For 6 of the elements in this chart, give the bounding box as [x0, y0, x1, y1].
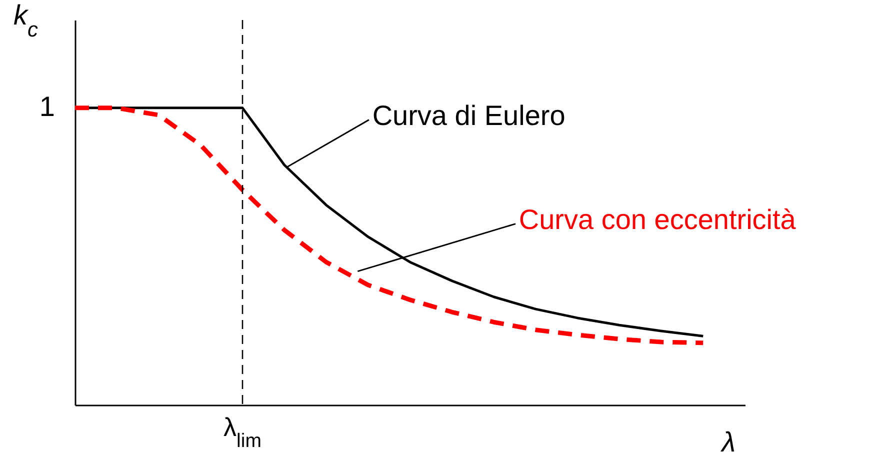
x-axis-title: λ [720, 426, 736, 454]
text: Curva con eccentricità [518, 204, 796, 235]
text: λ$_{lim}$ [224, 412, 262, 452]
y-axis-title: k$_{c}$ [14, 0, 38, 41]
text: 1 [39, 90, 55, 122]
text: Curva di Eulero [372, 100, 566, 131]
